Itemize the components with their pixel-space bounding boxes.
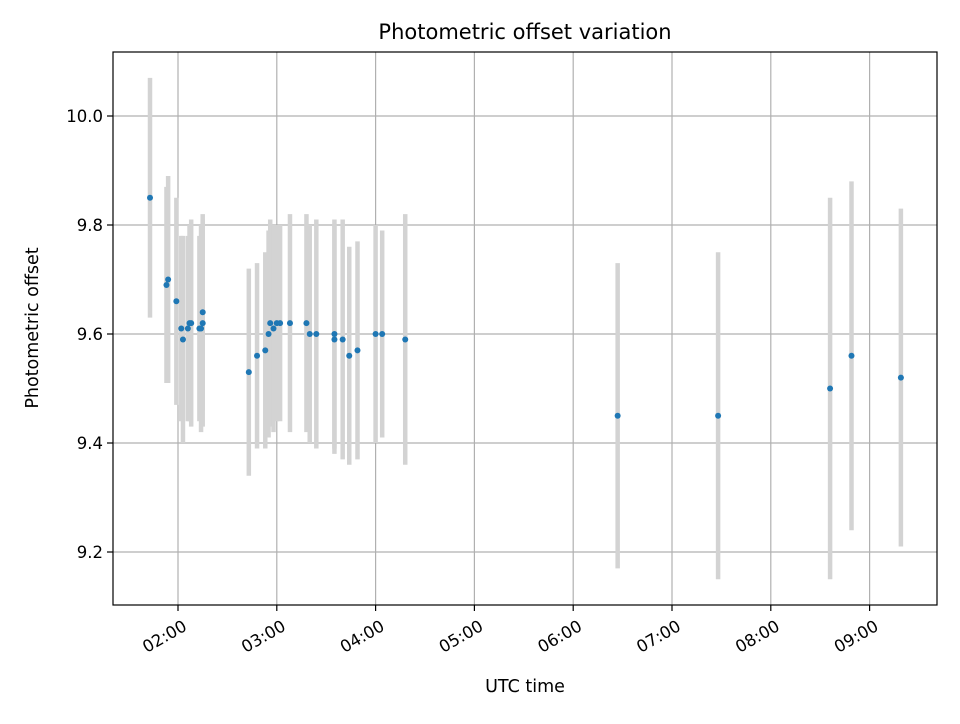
data-point (262, 347, 269, 354)
data-point (267, 320, 274, 327)
data-point (339, 336, 346, 343)
y-tick-label: 10.0 (66, 107, 103, 126)
data-points (147, 194, 904, 419)
data-point (173, 298, 180, 305)
data-point (303, 320, 310, 327)
data-point (372, 331, 379, 337)
data-point (346, 352, 353, 359)
y-axis-label: Photometric offset (23, 247, 43, 408)
y-tick-label: 9.4 (77, 434, 103, 453)
chart-title: Photometric offset variation (378, 20, 671, 44)
data-point (286, 320, 293, 327)
x-axis-label: UTC time (485, 677, 565, 697)
data-point (331, 336, 338, 343)
data-point (313, 331, 320, 337)
data-point (270, 325, 277, 332)
data-point (331, 331, 338, 337)
data-point (897, 374, 904, 381)
y-tick-label: 9.6 (77, 325, 103, 344)
data-point (178, 325, 185, 332)
data-point (188, 320, 195, 327)
data-point (402, 336, 409, 343)
data-point (163, 281, 170, 288)
data-point (306, 331, 313, 337)
data-point (199, 320, 206, 327)
data-point (827, 385, 834, 392)
plot-frame (112, 51, 938, 606)
data-point (715, 412, 722, 419)
data-point (354, 347, 361, 354)
y-tick-label: 9.8 (77, 216, 103, 235)
data-point (254, 352, 261, 359)
data-point (179, 336, 186, 343)
y-tick-label: 9.2 (77, 543, 103, 562)
data-point (277, 320, 284, 327)
data-point (199, 309, 206, 316)
data-point (245, 369, 252, 376)
y-axis-ticks: 9.2 9.4 9.6 9.8 10.0 (66, 107, 113, 562)
data-point (198, 325, 205, 332)
data-point (379, 331, 386, 337)
data-point (165, 276, 172, 283)
data-point (184, 325, 191, 332)
data-point (265, 331, 272, 337)
data-point (848, 352, 855, 359)
data-point (147, 194, 154, 201)
data-point (614, 412, 621, 419)
